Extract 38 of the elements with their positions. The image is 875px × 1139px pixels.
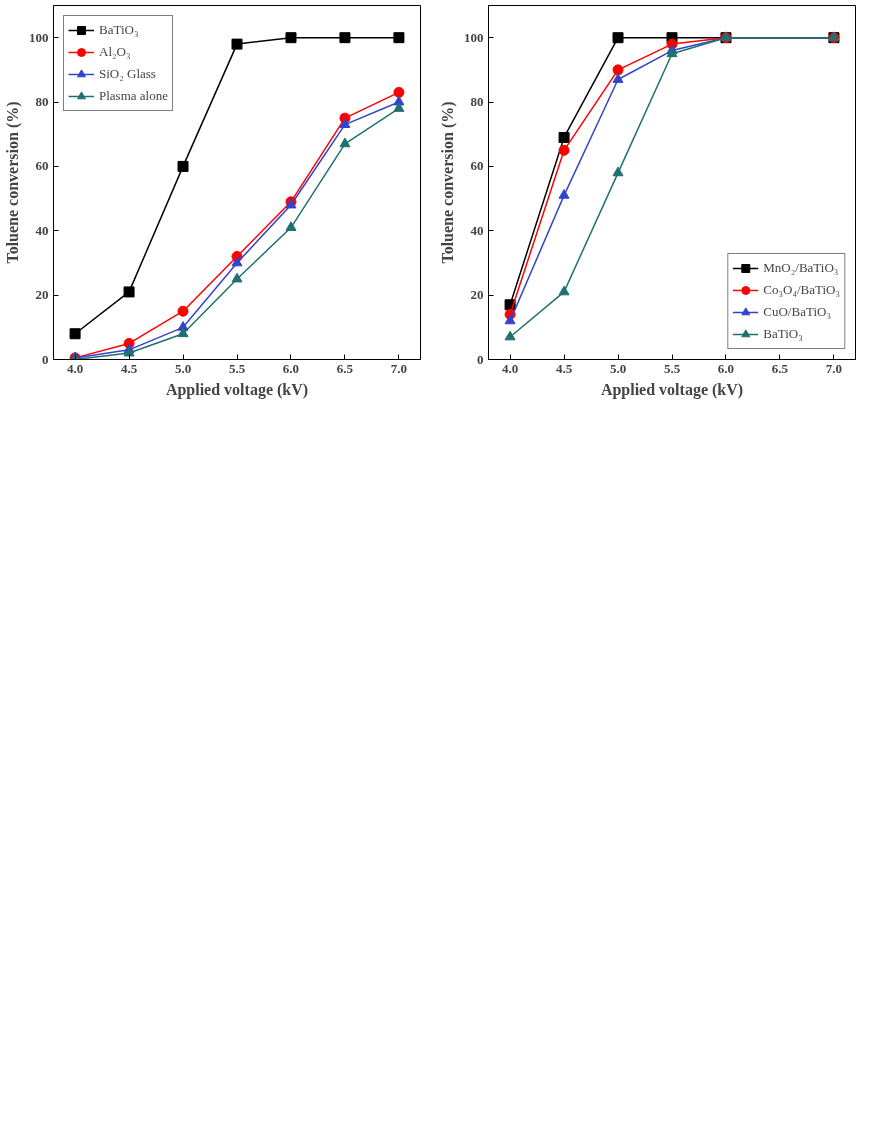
y-tick-label: 20 xyxy=(35,287,49,303)
x-tick-label: 5.5 xyxy=(228,360,246,376)
x-tick-label: 6.5 xyxy=(336,360,354,376)
y-tick-label: 100 xyxy=(464,29,484,45)
x-tick-label: 4.0 xyxy=(66,360,84,376)
x-tick-label: 4.0 xyxy=(501,360,519,376)
legend-label: Co₃O₄/BaTiO₃ xyxy=(763,282,840,298)
y-tick-label: 60 xyxy=(470,158,484,174)
x-tick-label: 5.0 xyxy=(174,360,192,376)
x-tick-label: 7.0 xyxy=(390,360,408,376)
y-axis-title: Toluene conversion (%) xyxy=(439,101,457,264)
x-axis-title: Applied voltage (kV) xyxy=(165,380,309,399)
legend-label: SiO₂ Glass xyxy=(99,66,156,82)
x-tick-label: 5.5 xyxy=(663,360,681,376)
y-tick-label: 0 xyxy=(477,351,484,367)
legend-label: BaTiO₃ xyxy=(763,326,803,342)
legend-label: Al₂O₃ xyxy=(99,44,131,60)
legend-label: Plasma alone xyxy=(99,88,168,104)
x-tick-label: 4.5 xyxy=(120,360,138,376)
x-tick-label: 4.5 xyxy=(555,360,573,376)
legend-label: CuO/BaTiO₃ xyxy=(763,304,831,320)
x-tick-label: 5.0 xyxy=(609,360,627,376)
y-tick-label: 60 xyxy=(35,158,49,174)
x-tick-label: 7.0 xyxy=(825,360,843,376)
y-tick-label: 100 xyxy=(29,29,49,45)
y-tick-label: 80 xyxy=(470,94,484,110)
y-tick-label: 80 xyxy=(35,94,49,110)
y-tick-label: 40 xyxy=(470,222,484,238)
legend-label: BaTiO₃ xyxy=(99,22,139,38)
y-axis-title: Toluene conversion (%) xyxy=(4,101,22,264)
x-tick-label: 6.5 xyxy=(771,360,789,376)
legend-label: MnO₂/BaTiO₃ xyxy=(763,260,839,276)
x-axis-title: Applied voltage (kV) xyxy=(600,380,744,399)
x-tick-label: 6.0 xyxy=(717,360,735,376)
y-tick-label: 20 xyxy=(470,287,484,303)
y-tick-label: 40 xyxy=(35,222,49,238)
x-tick-label: 6.0 xyxy=(282,360,300,376)
y-tick-label: 0 xyxy=(42,351,49,367)
